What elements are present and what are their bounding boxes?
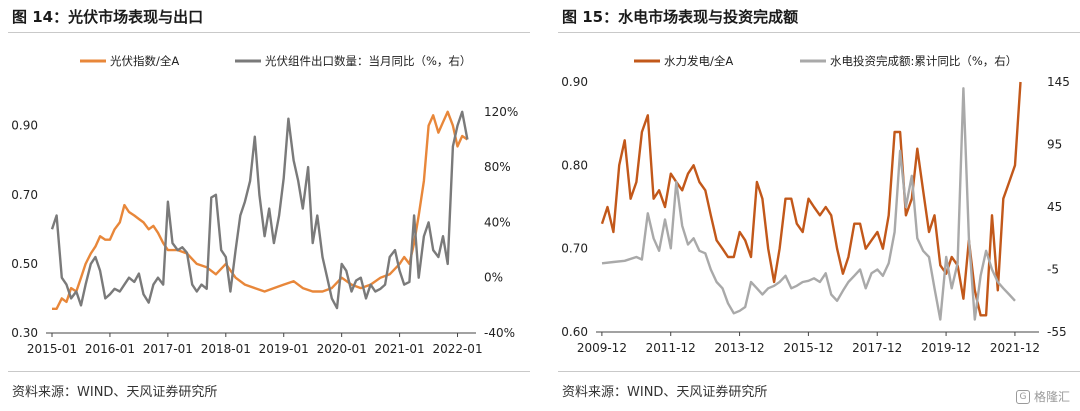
x-tick-label: 2015-01 [27, 342, 77, 356]
logo-icon: G [1015, 389, 1030, 404]
series-line-2 [50, 110, 469, 310]
y-left-tick-label: 0.90 [11, 119, 38, 133]
pv-chart: 2015-01 2016-01 2017-01 2018-01 2019-01 2020-… [11, 54, 518, 356]
y-left-tick-label: 0.80 [561, 158, 588, 172]
y-left-tick-label: 0.30 [11, 326, 38, 340]
x-tick-label: 2015-12 [783, 341, 833, 355]
source-note: 资料来源：WIND、天风证券研究所 [12, 385, 218, 400]
y-right-tick-label: 145 [1047, 75, 1070, 89]
x-tick-label: 2011-12 [646, 341, 696, 355]
x-tick-label: 2019-12 [921, 341, 971, 355]
legend-label: 水电投资完成额:累计同比（%，右） [830, 54, 1017, 68]
y-left-tick-label: 0.70 [11, 188, 38, 202]
x-tick-label: 2009-12 [577, 341, 627, 355]
chart-title: 图 14：光伏市场表现与出口 [12, 8, 204, 26]
bottom-divider [8, 371, 530, 372]
chart-title: 图 15：水电市场表现与投资完成额 [562, 8, 799, 26]
x-tick-label: 2016-01 [85, 342, 135, 356]
y-right-tick-label: 95 [1047, 138, 1062, 152]
right-chart-panel: 图 15：水电市场表现与投资完成额 2009-12 2011-12 2013-12 2… [550, 0, 1080, 411]
y-left-tick-label: 0.50 [11, 257, 38, 271]
y-right-tick-label: -40% [484, 326, 515, 340]
y-right-tick-label: -55 [1047, 325, 1067, 339]
bottom-divider [558, 371, 1080, 372]
series-line-2 [601, 87, 1016, 321]
watermark: G 格隆汇 [1015, 388, 1070, 405]
y-right-tick-label: -5 [1047, 263, 1059, 277]
x-tick-label: 2017-12 [852, 341, 902, 355]
left-chart-panel: 图 14：光伏市场表现与出口 2015-01 2016-01 2017-01 2018… [0, 0, 530, 411]
y-right-tick-label: 120% [484, 105, 518, 119]
y-right-tick-label: 80% [484, 160, 511, 174]
x-tick-label: 2018-01 [201, 342, 251, 356]
y-left-tick-label: 0.60 [561, 325, 588, 339]
y-right-tick-label: 40% [484, 215, 511, 229]
top-divider [8, 32, 530, 33]
legend-label: 光伏组件出口数量：当月同比（%，右） [265, 54, 471, 68]
top-divider [558, 32, 1080, 33]
series-line-1 [600, 81, 1022, 317]
watermark-text: 格隆汇 [1033, 390, 1070, 404]
legend-label: 光伏指数/全A [110, 54, 179, 68]
legend-label: 水力发电/全A [664, 54, 733, 68]
series-line-1 [52, 110, 469, 310]
y-right-tick-label: 45 [1047, 200, 1062, 214]
x-tick-label: 2021-12 [990, 341, 1040, 355]
hydro-chart: 2009-12 2011-12 2013-12 2015-12 2017-12 2019-… [561, 54, 1070, 355]
x-tick-label: 2019-01 [259, 342, 309, 356]
x-tick-label: 2020-01 [317, 342, 367, 356]
x-tick-label: 2022-01 [432, 342, 482, 356]
x-tick-label: 2021-01 [375, 342, 425, 356]
x-tick-label: 2017-01 [143, 342, 193, 356]
y-left-tick-label: 0.90 [561, 75, 588, 89]
y-left-tick-label: 0.70 [561, 242, 588, 256]
x-tick-label: 2013-12 [714, 341, 764, 355]
y-right-tick-label: 0% [484, 271, 503, 285]
source-note: 资料来源：WIND、天风证券研究所 [562, 385, 768, 400]
